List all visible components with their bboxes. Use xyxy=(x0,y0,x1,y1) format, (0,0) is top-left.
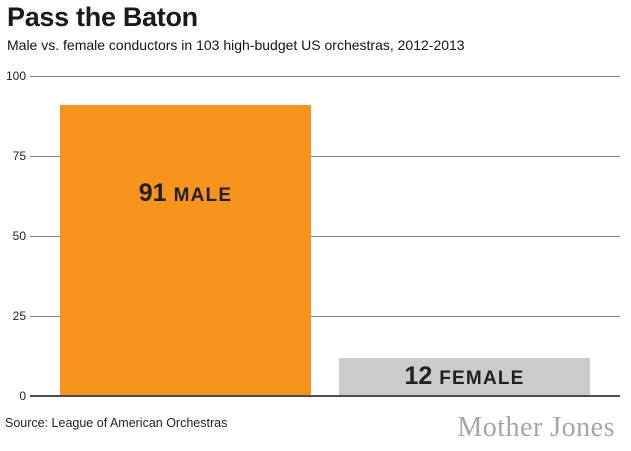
y-tick-label: 100 xyxy=(5,69,26,83)
y-tick-label: 0 xyxy=(19,389,26,403)
bar-female xyxy=(339,357,590,396)
gridline xyxy=(30,76,620,77)
gridline xyxy=(30,236,620,237)
bar-value: 91 xyxy=(138,179,167,207)
gridline xyxy=(30,156,620,157)
source-credit: Source: League of American Orchestras xyxy=(5,416,228,430)
bar-category: FEMALE xyxy=(439,368,525,389)
page-title: Pass the Baton xyxy=(7,2,198,32)
y-tick-label: 50 xyxy=(12,229,26,243)
bar-value: 12 xyxy=(404,362,433,390)
y-tick-label: 25 xyxy=(12,309,26,323)
bar-label-male: 91 MALE xyxy=(60,179,311,208)
bar-category: MALE xyxy=(173,185,233,206)
bar-label-female: 12 FEMALE xyxy=(339,362,590,391)
y-tick-label: 75 xyxy=(12,149,26,163)
motherjones-logo: Mother Jones xyxy=(457,412,615,443)
x-axis-line xyxy=(30,395,620,397)
gridline xyxy=(30,316,620,317)
chart-subtitle: Male vs. female conductors in 103 high-b… xyxy=(7,37,465,53)
bar-male xyxy=(60,104,311,396)
